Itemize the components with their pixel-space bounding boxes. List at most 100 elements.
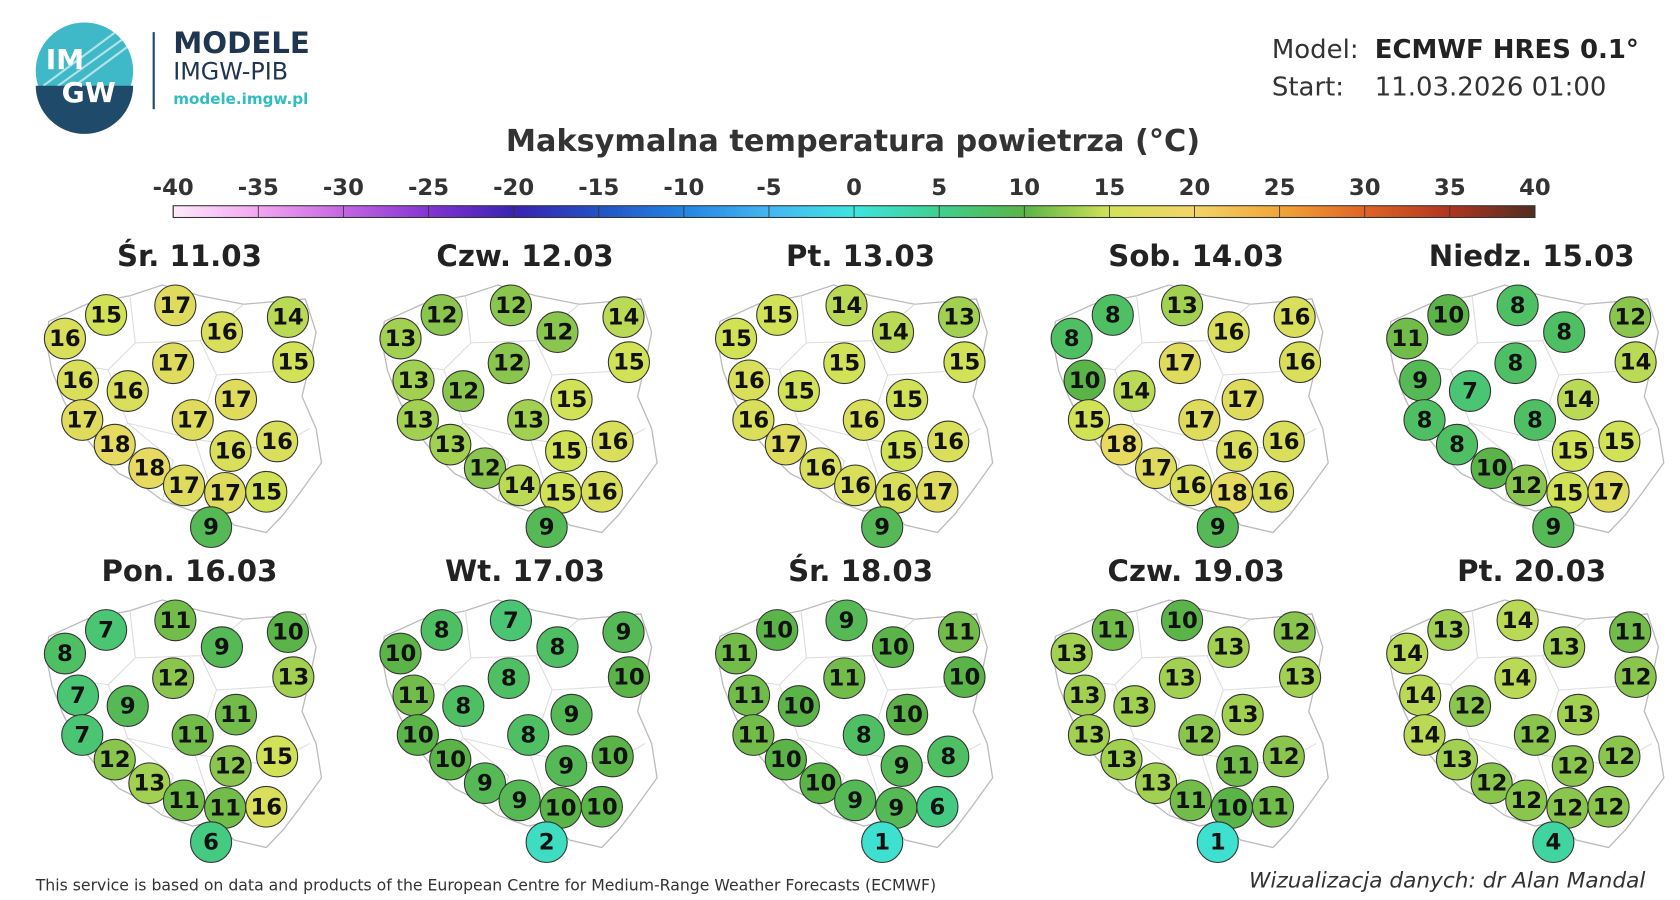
station-value: 17 bbox=[1164, 351, 1196, 377]
station-marker bbox=[1091, 294, 1134, 336]
station-marker bbox=[420, 294, 463, 336]
station-value: 8 bbox=[520, 723, 536, 749]
station-value: 11 bbox=[220, 702, 252, 728]
station-marker bbox=[487, 342, 530, 385]
station-value: 11 bbox=[829, 666, 861, 692]
station-marker bbox=[602, 611, 645, 654]
station-marker bbox=[799, 762, 842, 805]
station-marker bbox=[1403, 399, 1446, 441]
colorbar-tick-label: -20 bbox=[493, 175, 534, 201]
model: ECMWF HRES 0.1° bbox=[1375, 35, 1639, 65]
station-marker bbox=[834, 464, 877, 507]
station-marker bbox=[756, 609, 799, 651]
station-value: 13 bbox=[1548, 635, 1580, 661]
station-value: 10 bbox=[949, 665, 981, 691]
station-marker bbox=[128, 447, 171, 490]
station-value: 10 bbox=[783, 694, 815, 720]
station-marker bbox=[214, 693, 258, 736]
station-marker bbox=[84, 294, 128, 336]
station-marker bbox=[1262, 420, 1305, 463]
station-value: 9 bbox=[894, 754, 910, 780]
station-value: 16 bbox=[1221, 439, 1253, 465]
station-value: 16 bbox=[738, 408, 770, 434]
station-marker bbox=[602, 296, 645, 339]
station-marker bbox=[916, 785, 959, 828]
station-value: 16 bbox=[1268, 429, 1300, 455]
station-value: 13 bbox=[278, 665, 310, 691]
logo-text: IM bbox=[46, 43, 84, 76]
station-marker bbox=[1587, 785, 1630, 828]
station-value: 12 bbox=[1552, 795, 1584, 821]
station-value: 16 bbox=[932, 429, 964, 455]
station-marker bbox=[1551, 430, 1594, 472]
station-marker bbox=[1609, 296, 1652, 339]
station-marker bbox=[442, 370, 485, 412]
station-value: 15 bbox=[250, 479, 282, 505]
station-value: 17 bbox=[66, 408, 98, 434]
station-marker bbox=[1160, 599, 1204, 642]
station-marker bbox=[1113, 685, 1156, 727]
station-value: 14 bbox=[504, 473, 536, 499]
station-value: 9 bbox=[512, 788, 528, 814]
station-marker bbox=[943, 341, 986, 384]
colorbar-tick-label: 25 bbox=[1264, 175, 1296, 201]
station-value: 9 bbox=[120, 694, 136, 720]
station-marker bbox=[43, 317, 87, 360]
station-value: 8 bbox=[1510, 293, 1526, 319]
station-value: 10 bbox=[1476, 456, 1508, 482]
station-marker bbox=[1435, 423, 1479, 466]
station-value: 11 bbox=[943, 620, 975, 646]
station-value: 14 bbox=[1119, 379, 1151, 405]
station-value: 16 bbox=[1257, 479, 1289, 505]
station-marker bbox=[550, 693, 593, 736]
map-date: Czw. 12.03 bbox=[436, 239, 613, 273]
station-marker bbox=[162, 464, 206, 507]
station-value: 11 bbox=[168, 788, 200, 814]
station-marker bbox=[1134, 447, 1178, 490]
map-date: Śr. 11.03 bbox=[117, 239, 262, 273]
station-marker bbox=[1050, 317, 1093, 360]
station-marker bbox=[536, 311, 579, 354]
station-marker bbox=[1221, 693, 1264, 736]
station-marker bbox=[927, 735, 970, 778]
station-value: 12 bbox=[1593, 794, 1625, 820]
station-value: 10 bbox=[597, 744, 629, 770]
station-value: 6 bbox=[203, 830, 219, 856]
station-marker bbox=[463, 762, 507, 805]
station-marker bbox=[396, 399, 439, 441]
station-value: 14 bbox=[1502, 608, 1534, 634]
station-value: 11 bbox=[720, 641, 752, 667]
station-value: 10 bbox=[805, 771, 837, 797]
station-value: 12 bbox=[1557, 754, 1589, 780]
colorbar-tick-label: 0 bbox=[846, 175, 862, 201]
station-marker bbox=[1470, 447, 1513, 490]
station-value: 15 bbox=[720, 326, 752, 352]
station-value: 16 bbox=[880, 480, 912, 506]
map-date: Czw. 19.03 bbox=[1108, 554, 1285, 588]
station-value: 12 bbox=[1614, 305, 1646, 331]
station-value: 13 bbox=[402, 408, 434, 434]
station-marker bbox=[1532, 821, 1575, 864]
station-value: 14 bbox=[272, 305, 304, 331]
station-value: 10 bbox=[877, 635, 909, 661]
station-value: 8 bbox=[57, 641, 73, 667]
station-value: 15 bbox=[829, 351, 861, 377]
station-marker bbox=[442, 685, 485, 727]
station-marker bbox=[106, 370, 149, 412]
station-value: 15 bbox=[556, 387, 588, 413]
station-value: 12 bbox=[215, 754, 247, 780]
station-value: 12 bbox=[1604, 744, 1636, 770]
station-marker bbox=[1614, 341, 1657, 384]
station-marker bbox=[1262, 735, 1305, 778]
station-marker bbox=[200, 311, 244, 354]
station-value: 8 bbox=[1508, 351, 1524, 377]
station-marker bbox=[200, 626, 244, 669]
station-value: 17 bbox=[1227, 387, 1259, 413]
station-value: 10 bbox=[1433, 303, 1465, 329]
station-value: 11 bbox=[209, 795, 241, 821]
station-marker bbox=[154, 599, 197, 642]
